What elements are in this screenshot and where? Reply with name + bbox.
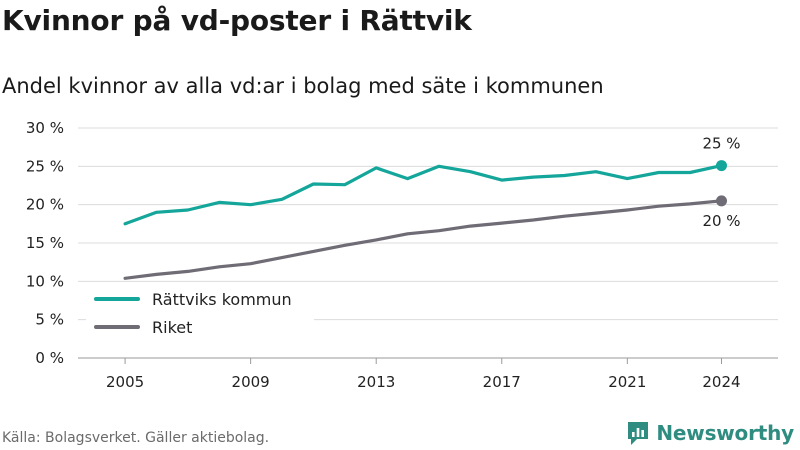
y-tick-label: 20 % bbox=[26, 196, 64, 214]
end-value-label-riket: 20 % bbox=[702, 212, 740, 230]
end-point-rattvik bbox=[715, 160, 727, 172]
x-tick-label: 2013 bbox=[357, 373, 395, 391]
legend-box bbox=[86, 285, 314, 343]
legend-label-riket: Riket bbox=[152, 318, 192, 337]
source-note: Källa: Bolagsverket. Gäller aktiebolag. bbox=[2, 430, 270, 446]
chart-subtitle: Andel kvinnor av alla vd:ar i bolag med … bbox=[2, 74, 604, 98]
brand-name: Newsworthy bbox=[656, 421, 794, 445]
x-tick-label: 2021 bbox=[608, 373, 646, 391]
x-tick-label: 2024 bbox=[702, 373, 740, 391]
y-tick-label: 10 % bbox=[26, 272, 64, 290]
newsworthy-logo: Newsworthy bbox=[626, 420, 794, 446]
chart-title: Kvinnor på vd-poster i Rättvik bbox=[2, 4, 472, 37]
x-tick-label: 2009 bbox=[232, 373, 270, 391]
x-tick-label: 2017 bbox=[483, 373, 521, 391]
y-tick-label: 15 % bbox=[26, 234, 64, 252]
x-tick-label: 2005 bbox=[106, 373, 144, 391]
y-tick-label: 30 % bbox=[26, 119, 64, 137]
series-line-rattvik bbox=[123, 164, 724, 226]
line-chart: 0 % 5 % 10 % 15 % 20 % 25 % 30 % 2005 2009 2013 20… bbox=[26, 119, 778, 391]
end-point-riket bbox=[715, 195, 727, 207]
y-tick-label: 0 % bbox=[35, 349, 64, 367]
y-tick-label: 5 % bbox=[35, 311, 64, 329]
newsworthy-icon bbox=[628, 422, 649, 445]
legend-label-rattvik: Rättviks kommun bbox=[152, 290, 292, 309]
end-value-label-rattvik: 25 % bbox=[702, 135, 740, 153]
series-line-riket bbox=[123, 199, 724, 280]
y-tick-label: 25 % bbox=[26, 157, 64, 175]
